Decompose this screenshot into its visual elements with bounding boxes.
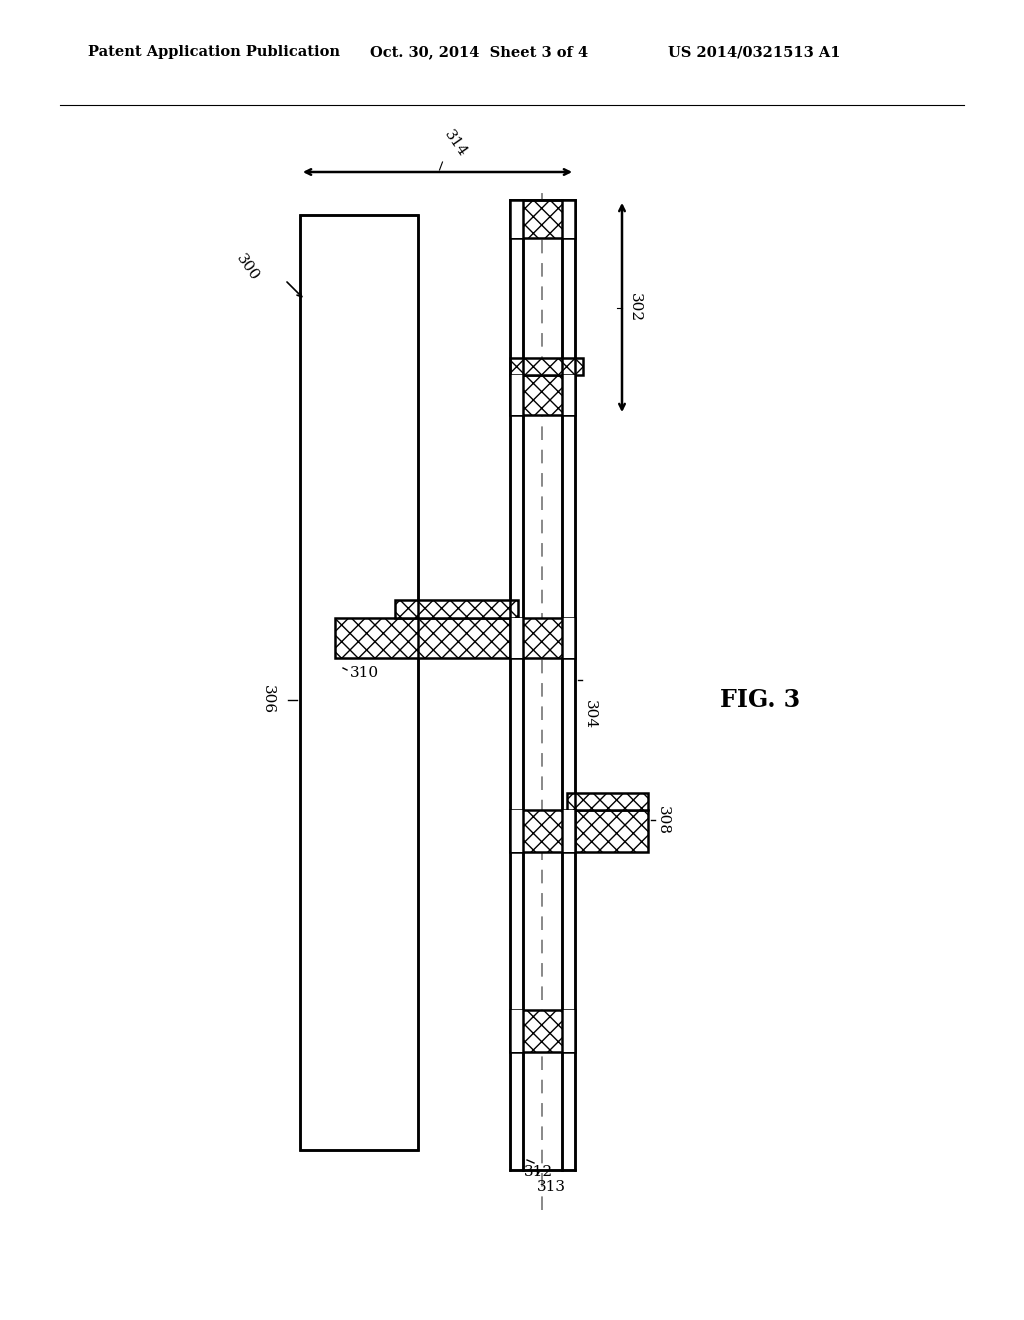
Bar — [562, 375, 575, 414]
Text: 302: 302 — [628, 293, 642, 322]
Bar — [510, 810, 575, 851]
Text: 314: 314 — [441, 128, 470, 160]
Bar — [335, 618, 510, 657]
Bar — [562, 810, 575, 851]
Text: FIG. 3: FIG. 3 — [720, 688, 800, 711]
Bar — [510, 375, 575, 414]
Bar — [562, 1010, 575, 1052]
Bar — [575, 810, 648, 851]
Bar — [510, 375, 523, 414]
Bar — [510, 358, 583, 375]
Bar — [510, 618, 523, 657]
Text: 312: 312 — [524, 1166, 553, 1179]
Bar — [510, 201, 575, 1170]
Bar — [510, 201, 523, 238]
Bar — [395, 601, 518, 618]
Text: 304: 304 — [583, 701, 597, 730]
Text: 310: 310 — [350, 667, 379, 680]
Bar — [510, 618, 575, 657]
Bar — [510, 201, 575, 238]
Bar — [562, 618, 575, 657]
Bar — [510, 810, 523, 851]
Bar — [510, 1010, 523, 1052]
Text: US 2014/0321513 A1: US 2014/0321513 A1 — [668, 45, 841, 59]
Bar — [300, 215, 418, 1150]
Bar — [567, 793, 648, 810]
Bar — [562, 201, 575, 238]
Text: 306: 306 — [261, 685, 275, 714]
Text: 313: 313 — [537, 1180, 566, 1195]
Text: Patent Application Publication: Patent Application Publication — [88, 45, 340, 59]
Text: Oct. 30, 2014  Sheet 3 of 4: Oct. 30, 2014 Sheet 3 of 4 — [370, 45, 588, 59]
Bar — [300, 215, 418, 1150]
Text: 308: 308 — [656, 805, 670, 834]
Bar — [510, 1010, 575, 1052]
Text: 300: 300 — [233, 252, 262, 284]
